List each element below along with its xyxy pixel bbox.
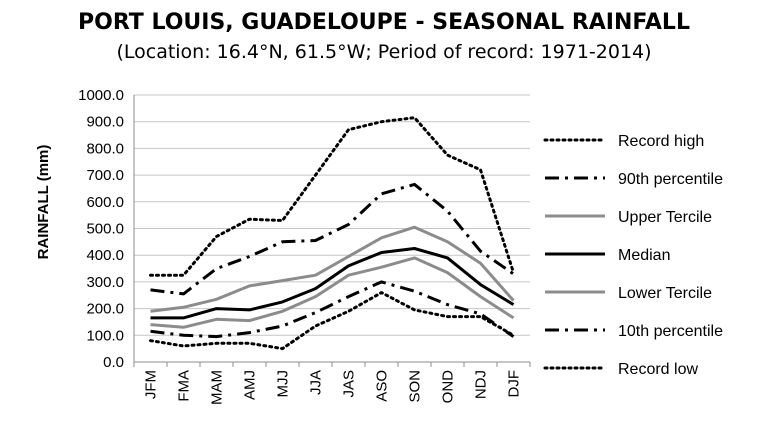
legend-item: Record high (543, 133, 704, 150)
series-line-record-low (149, 291, 515, 351)
x-tick-label: DJF (506, 370, 523, 398)
x-tick-label: JAS (341, 370, 358, 398)
y-tick-labels: 0.0 100.0 200.0 300.0 400.0 500.0 600.0 700.0 80… (78, 87, 124, 371)
legend-label: Lower Tercile (618, 285, 712, 302)
x-tick-label: OND (440, 370, 457, 404)
x-tick-label: NDJ (473, 370, 490, 399)
y-tick-label: 400.0 (86, 247, 124, 264)
gridlines (134, 94, 530, 336)
x-tick-labels: JFM FMA MAM AMJ MJJ JJA JAS ASO SON OND NDJ DJF (143, 370, 523, 405)
y-tick-label: 0.0 (103, 354, 124, 371)
legend-label: 10th percentile (618, 323, 723, 340)
legend-item: 10th percentile (545, 323, 723, 340)
x-tick-label: SON (407, 370, 424, 403)
legend: Record high 90th percentile Upper Tercile M… (543, 133, 723, 378)
x-tick-label: JJA (308, 370, 325, 395)
series-line-lower-tercile (150, 256, 515, 329)
y-tick-label: 1000.0 (78, 87, 124, 104)
series-lines (149, 116, 515, 351)
y-tick-label: 600.0 (86, 194, 124, 211)
series-line-10th-percentile (150, 280, 515, 339)
legend-label: Record low (618, 361, 698, 378)
series-line-record-high (149, 116, 515, 277)
legend-item: Median (545, 247, 670, 264)
chart-title: PORT LOUIS, GUADELOUPE - SEASONAL RAINFA… (78, 10, 690, 35)
series-line-90th-percentile (150, 182, 515, 296)
series-line-median (150, 247, 515, 320)
y-tick-label: 300.0 (86, 274, 124, 291)
axes (133, 95, 531, 367)
legend-item: Upper Tercile (545, 209, 712, 226)
x-tick-label: MJJ (275, 370, 292, 398)
y-tick-label: 500.0 (86, 221, 124, 238)
legend-label: 90th percentile (618, 171, 723, 188)
y-tick-label: 700.0 (86, 167, 124, 184)
x-tick-label: AMJ (242, 370, 259, 400)
y-axis-label: RAINFALL (mm) (35, 145, 52, 260)
legend-label: Upper Tercile (618, 209, 712, 226)
legend-label: Record high (618, 133, 704, 150)
x-tick-label: ASO (374, 370, 391, 402)
y-tick-label: 100.0 (86, 327, 124, 344)
x-tick-label: FMA (176, 370, 193, 402)
legend-item: Lower Tercile (545, 285, 712, 302)
chart-subtitle: (Location: 16.4°N, 61.5°W; Period of rec… (116, 41, 651, 63)
x-tick-label: JFM (143, 370, 160, 399)
y-tick-label: 900.0 (86, 114, 124, 131)
series-line-upper-tercile (150, 225, 515, 313)
legend-item: 90th percentile (545, 171, 723, 188)
legend-label: Median (618, 247, 670, 264)
y-tick-label: 200.0 (86, 301, 124, 318)
y-tick-label: 800.0 (86, 140, 124, 157)
x-tick-label: MAM (209, 370, 226, 405)
legend-item: Record low (543, 361, 698, 378)
